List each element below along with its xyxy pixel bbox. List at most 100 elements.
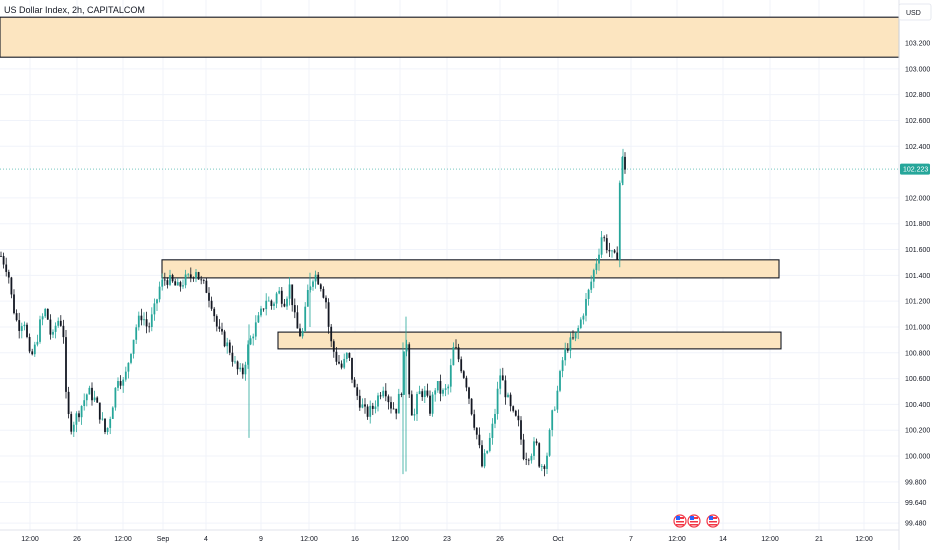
candle-body (616, 252, 619, 260)
candle-body (408, 344, 411, 395)
candle-body (335, 351, 338, 362)
candle-body (608, 250, 611, 252)
candle-body (527, 459, 530, 461)
candle-body (390, 402, 392, 409)
price-tick-label: 100.600 (905, 376, 930, 383)
candle-body (210, 300, 213, 309)
candle-body (548, 430, 551, 456)
price-tick-label: 102.000 (905, 195, 930, 202)
candle-body (15, 313, 18, 321)
supply-demand-zone[interactable] (277, 331, 782, 350)
candle-body (395, 408, 398, 414)
candle-body (382, 390, 385, 397)
candle-body (111, 407, 114, 419)
candle-body (392, 408, 395, 410)
candle-body (153, 303, 156, 315)
candle-body (156, 299, 158, 304)
candle-body (200, 279, 203, 281)
candle-body (46, 308, 49, 320)
candle-body (364, 404, 366, 407)
us-flag-icon[interactable] (673, 514, 687, 528)
candle-body (75, 413, 78, 425)
candle-body (205, 280, 208, 293)
candle-body (621, 156, 624, 183)
candle-body (444, 388, 447, 390)
candle-body (481, 445, 483, 467)
candle-body (226, 342, 229, 347)
candle-body (429, 395, 431, 414)
candle-body (36, 341, 39, 345)
currency-label[interactable]: USD (906, 10, 921, 17)
candle-body (603, 237, 606, 239)
candle-body (158, 286, 161, 300)
candle-body (145, 319, 148, 327)
candle-body (10, 277, 13, 295)
time-tick-label: 12:00 (114, 536, 132, 543)
price-axis[interactable]: 103.200 103.000 102.800 102.600 102.400 102.0… (898, 0, 930, 550)
candle-body (293, 305, 296, 313)
candle-body (182, 285, 184, 287)
time-tick-label: 23 (443, 536, 451, 543)
candle-body (624, 156, 626, 170)
candle-body (470, 398, 473, 415)
price-tick-label: 101.000 (905, 324, 930, 331)
candle-body (319, 284, 322, 289)
candle-body (257, 315, 260, 323)
time-tick-label: 26 (496, 536, 504, 543)
us-flag-icon[interactable] (687, 514, 701, 528)
price-tick-label: 99.800 (905, 479, 927, 486)
candle-body (400, 393, 403, 395)
candle-body (163, 279, 166, 281)
candle-body (278, 290, 281, 294)
candlestick-series (0, 148, 626, 477)
candle-body (538, 443, 541, 467)
time-tick-label: 12:00 (21, 536, 39, 543)
price-tick-label: 100.400 (905, 402, 930, 409)
candle-body (566, 348, 569, 351)
candle-body (169, 275, 171, 285)
time-tick-label: Sep (157, 536, 170, 543)
candle-body (275, 293, 278, 304)
supply-demand-zone[interactable] (0, 16, 900, 58)
candle-body (317, 274, 320, 285)
candle-body (150, 314, 153, 327)
candle-body (457, 347, 460, 360)
candle-body (41, 316, 44, 320)
economic-events (673, 514, 720, 528)
candle-body (426, 390, 429, 396)
candle-body (540, 466, 543, 467)
supply-demand-zone[interactable] (161, 259, 780, 279)
time-tick-label: 21 (815, 536, 823, 543)
candle-body (494, 413, 496, 424)
candle-body (377, 395, 379, 407)
grid-lines (0, 0, 899, 530)
candle-body (618, 182, 621, 260)
candle-body (93, 397, 96, 401)
candle-body (546, 455, 548, 469)
time-axis[interactable]: 12:00 26 12:00 Sep 4 9 12:00 16 12:00 23 26 Oct 7 12:… (0, 529, 899, 543)
candle-body (478, 434, 481, 446)
price-tick-label: 101.400 (905, 273, 930, 280)
candle-body (148, 326, 151, 328)
candle-body (176, 282, 179, 286)
currency-button[interactable]: USD (898, 3, 932, 21)
candle-body (569, 337, 572, 351)
candle-body (223, 331, 226, 347)
candle-body (218, 326, 221, 329)
price-tick-label: 100.800 (905, 350, 930, 357)
candle-body (369, 405, 372, 417)
candle-body (122, 379, 125, 386)
candle-body (543, 466, 546, 469)
candle-body (249, 338, 252, 345)
time-tick-label: 16 (351, 536, 359, 543)
candle-body (7, 271, 10, 278)
candle-body (197, 272, 200, 280)
candle-body (62, 325, 65, 338)
time-tick-label: 4 (204, 536, 208, 543)
candle-body (130, 353, 132, 363)
candle-body (431, 394, 434, 414)
candle-body (436, 381, 439, 391)
candle-body (553, 409, 556, 411)
us-flag-icon[interactable] (706, 514, 720, 528)
candle-body (587, 289, 590, 299)
